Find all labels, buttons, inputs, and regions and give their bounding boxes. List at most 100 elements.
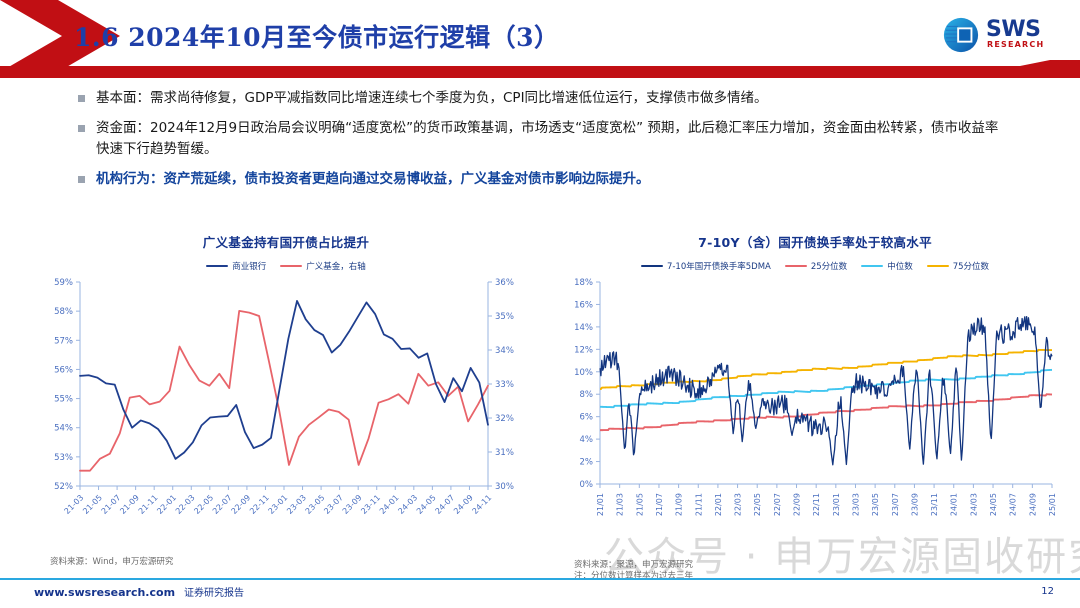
svg-text:54%: 54% — [54, 424, 73, 434]
svg-text:22-03: 22-03 — [174, 493, 197, 516]
svg-text:22/11: 22/11 — [812, 493, 821, 516]
left-chart-plot: 52% 53% 54% 55% 56% 57% 58% 59% 30% 31% 32% 33% 34% 3… — [36, 272, 536, 551]
svg-text:4%: 4% — [580, 435, 594, 445]
svg-text:24-07: 24-07 — [434, 493, 457, 516]
svg-text:22-09: 22-09 — [230, 493, 253, 516]
svg-text:23-07: 23-07 — [322, 493, 345, 516]
left-chart-legend: 商业银行 广义基金，右轴 — [36, 260, 536, 272]
footer-website-link[interactable]: www.swsresearch.com — [34, 586, 176, 599]
header-chevron-decoration — [0, 0, 120, 72]
svg-text:6%: 6% — [580, 413, 594, 423]
svg-text:36%: 36% — [495, 278, 514, 288]
svg-text:24-03: 24-03 — [396, 493, 419, 516]
list-item: 资金面：2024年12月9日政治局会议明确“适度宽松”的货币政策基调，市场透支“… — [78, 118, 1008, 160]
bullet-square-icon — [78, 95, 85, 102]
svg-text:53%: 53% — [54, 453, 73, 463]
legend-label: 商业银行 — [232, 262, 267, 272]
legend-label: 广义基金，右轴 — [306, 262, 366, 272]
right-chart-source-line2: 注：分位数计算样本为过去三年 — [574, 571, 694, 582]
page-number: 12 — [1041, 586, 1054, 597]
svg-text:21/05: 21/05 — [635, 493, 644, 516]
svg-text:10%: 10% — [574, 368, 593, 378]
svg-text:52%: 52% — [54, 482, 73, 492]
svg-text:23/03: 23/03 — [851, 493, 860, 516]
logo-subtext: RESEARCH — [987, 40, 1045, 49]
svg-text:21/01: 21/01 — [596, 493, 605, 516]
svg-text:33%: 33% — [495, 380, 514, 390]
bullet-text: 基本面：需求尚待修复，GDP平减指数同比增速连续七个季度为负，CPI同比增速低位… — [96, 90, 768, 106]
footer: www.swsresearch.com 证券研究报告 — [34, 584, 244, 599]
svg-text:24-11: 24-11 — [471, 493, 494, 516]
left-chart-source: 资料来源：Wind，申万宏源研究 — [50, 557, 174, 567]
svg-text:21-09: 21-09 — [118, 493, 141, 516]
svg-text:23-11: 23-11 — [359, 493, 382, 516]
header-red-bar — [0, 60, 1080, 78]
legend-label: 25分位数 — [810, 262, 848, 272]
svg-text:22/01: 22/01 — [714, 493, 723, 516]
svg-text:14%: 14% — [574, 323, 593, 333]
svg-text:21/11: 21/11 — [694, 493, 703, 516]
svg-text:23-01: 23-01 — [267, 493, 290, 516]
legend-item-broad-fund: 广义基金，右轴 — [280, 260, 366, 272]
svg-text:24/03: 24/03 — [969, 493, 978, 516]
svg-text:24/05: 24/05 — [989, 493, 998, 516]
left-chart-panel: 广义基金持有国开债占比提升 商业银行 广义基金，右轴 52% 53% 54% 55% 5… — [36, 232, 536, 568]
legend-swatch-icon — [640, 264, 663, 268]
svg-text:23-09: 23-09 — [341, 493, 364, 516]
svg-text:22/05: 22/05 — [753, 493, 762, 516]
legend-item-p25: 25分位数 — [784, 260, 848, 272]
legend-label: 7-10年国开债换手率5DMA — [666, 262, 771, 272]
right-chart-plot: 0% 2% 4% 6% 8% 10% 12% 14% 16% 18% 21/01 21/03 21/05… — [560, 272, 1070, 558]
sws-logo-mark-icon — [943, 17, 979, 53]
svg-text:24/01: 24/01 — [950, 493, 959, 516]
svg-text:2%: 2% — [580, 458, 594, 468]
right-chart-source-line1: 资料来源：聚源，申万宏源研究 — [574, 560, 694, 570]
page-header: 1.6 2024年10月至今债市运行逻辑（3） SWS RESEARCH — [0, 0, 1080, 78]
svg-text:22/07: 22/07 — [773, 493, 782, 516]
svg-text:24-01: 24-01 — [378, 493, 401, 516]
bullet-list: 基本面：需求尚待修复，GDP平减指数同比增速连续七个季度为负，CPI同比增速低位… — [78, 88, 1008, 199]
legend-swatch-icon — [784, 264, 807, 268]
bullet-square-icon — [78, 175, 85, 183]
right-chart-svg: 0% 2% 4% 6% 8% 10% 12% 14% 16% 18% 21/01 21/03 21/05… — [574, 278, 1057, 516]
bullet-text: 资金面：2024年12月9日政治局会议明确“适度宽松”的货币政策基调，市场透支“… — [96, 119, 999, 157]
svg-text:57%: 57% — [54, 336, 73, 346]
right-chart-legend: 7-10年国开债换手率5DMA 25分位数 中位数 75分位数 — [560, 260, 1070, 272]
svg-text:56%: 56% — [54, 365, 73, 375]
svg-text:23-05: 23-05 — [304, 493, 327, 516]
sws-research-logo: SWS RESEARCH — [942, 14, 1062, 56]
svg-text:23/07: 23/07 — [891, 493, 900, 516]
svg-text:22-05: 22-05 — [192, 493, 215, 516]
svg-text:22-11: 22-11 — [248, 493, 271, 516]
svg-text:12%: 12% — [574, 345, 593, 355]
svg-text:16%: 16% — [574, 300, 593, 310]
legend-item-turnover-5dma: 7-10年国开债换手率5DMA — [640, 260, 771, 272]
legend-swatch-icon — [861, 264, 884, 268]
footer-divider — [0, 578, 1080, 580]
left-chart-title: 广义基金持有国开债占比提升 — [202, 235, 370, 250]
svg-text:22/09: 22/09 — [793, 493, 802, 516]
legend-swatch-icon — [206, 264, 229, 268]
legend-item-commercial-bank: 商业银行 — [206, 260, 266, 272]
svg-text:8%: 8% — [580, 390, 594, 400]
left-chart-svg: 52% 53% 54% 55% 56% 57% 58% 59% 30% 31% 32% 33% 34% 3… — [54, 278, 514, 516]
svg-text:21/03: 21/03 — [616, 493, 625, 516]
svg-text:30%: 30% — [495, 482, 514, 492]
svg-text:0%: 0% — [580, 480, 594, 490]
legend-label: 75分位数 — [952, 262, 990, 272]
legend-item-p75: 75分位数 — [926, 260, 990, 272]
svg-text:59%: 59% — [54, 278, 73, 288]
list-item: 机构行为：资产荒延续，债市投资者更趋向通过交易博收益，广义基金对债市影响边际提升… — [78, 169, 1008, 190]
svg-text:25/01: 25/01 — [1048, 493, 1057, 516]
legend-label: 中位数 — [887, 262, 913, 272]
svg-text:21-05: 21-05 — [81, 493, 104, 516]
svg-text:18%: 18% — [574, 278, 593, 288]
svg-text:23/05: 23/05 — [871, 493, 880, 516]
svg-text:32%: 32% — [495, 414, 514, 424]
svg-text:23-03: 23-03 — [285, 493, 308, 516]
svg-text:21-03: 21-03 — [63, 493, 86, 516]
svg-text:21-07: 21-07 — [100, 493, 123, 516]
svg-text:35%: 35% — [495, 312, 514, 322]
legend-swatch-icon — [280, 264, 303, 268]
svg-text:55%: 55% — [54, 395, 73, 405]
